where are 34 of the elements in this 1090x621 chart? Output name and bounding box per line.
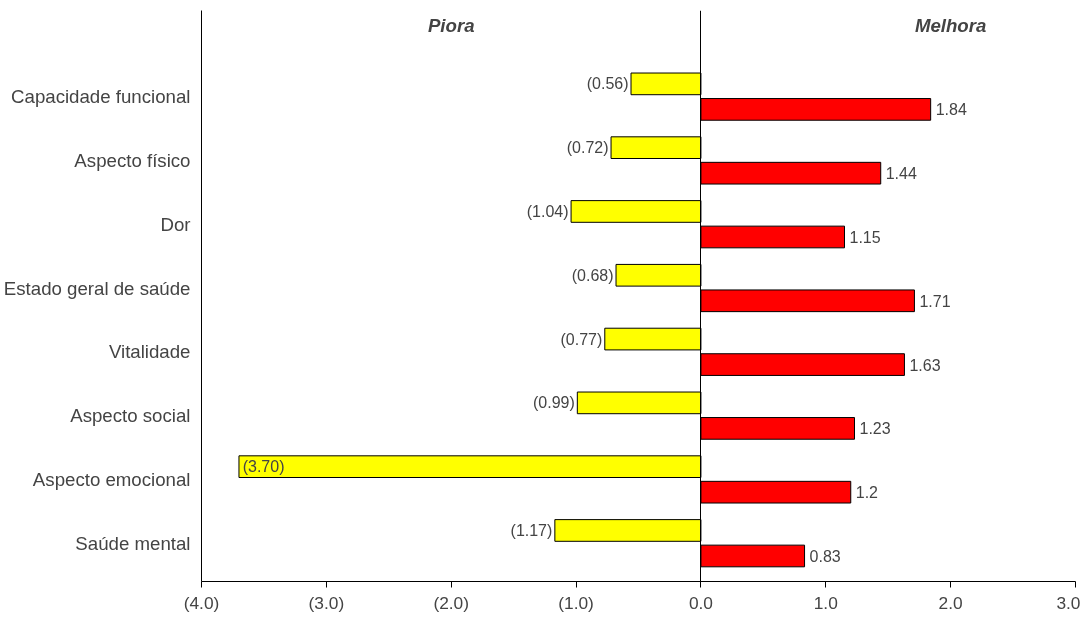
y-tick-label: Capacidade funcional — [11, 86, 191, 108]
data-label: 1.84 — [935, 101, 967, 119]
data-label: (0.68) — [571, 266, 614, 284]
data-label: 1.44 — [885, 165, 917, 183]
data-label: (1.04) — [526, 202, 569, 220]
x-tick-label: (1.0) — [558, 592, 594, 613]
x-tick-label: (3.0) — [308, 592, 345, 613]
data-label: 1.23 — [859, 420, 891, 438]
y-tick-label: Estado geral de saúde — [3, 277, 191, 299]
x-tick-label: 2.0 — [938, 592, 963, 613]
x-tick-label: (2.0) — [433, 592, 470, 613]
data-label: (0.56) — [586, 75, 629, 93]
data-label: (1.17) — [510, 521, 553, 539]
data-label: 1.2 — [855, 484, 879, 502]
y-tick-label: Vitalidade — [108, 341, 191, 363]
data-label: 0.83 — [809, 547, 841, 565]
x-tick-label: 3.0 — [1056, 592, 1081, 613]
data-label: (0.99) — [533, 394, 575, 412]
annotation: Piora — [427, 15, 475, 37]
y-tick-label: Aspecto social — [70, 405, 191, 427]
data-label: 1.63 — [909, 356, 941, 374]
y-tick-label: Aspecto emocional — [32, 468, 191, 490]
x-tick-label: 1.0 — [813, 592, 838, 613]
data-label: (0.77) — [560, 330, 603, 348]
y-tick-label: Aspecto físico — [74, 149, 191, 171]
data-label: (3.70) — [242, 458, 285, 476]
y-tick-label: Dor — [160, 213, 191, 235]
x-tick-label: (4.0) — [183, 592, 220, 613]
annotation: Melhora — [914, 15, 987, 37]
data-label: 1.15 — [849, 228, 881, 246]
x-tick-label: 0.0 — [688, 592, 713, 613]
data-label: (0.72) — [566, 139, 609, 157]
data-label: 1.71 — [919, 292, 951, 310]
y-tick-label: Saúde mental — [75, 532, 191, 554]
